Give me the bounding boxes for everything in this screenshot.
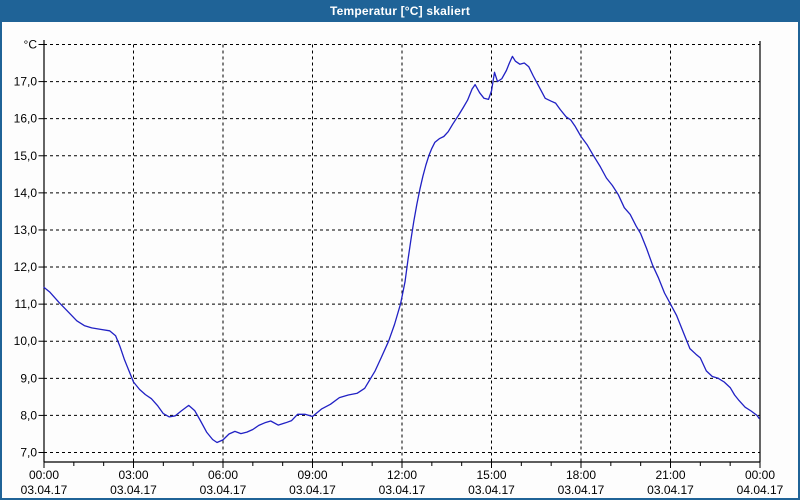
- x-tick-time-label: 06:00: [208, 468, 238, 482]
- y-tick-label: 16,0: [14, 112, 38, 126]
- y-tick-label: 8,0: [20, 408, 37, 422]
- x-tick-time-label: 15:00: [476, 468, 506, 482]
- y-tick-label: 9,0: [20, 371, 37, 385]
- y-tick-label: 7,0: [20, 446, 37, 460]
- x-tick-time-label: 21:00: [655, 468, 685, 482]
- y-tick-label: 17,0: [14, 75, 38, 89]
- x-tick-date-label: 03.04.17: [21, 483, 68, 497]
- x-tick-date-label: 03.04.17: [647, 483, 694, 497]
- axis-labels: 17,0 16,0 15,0 14,0 13,0 12,0 11,0 10,0 9,0 8,0 7,…: [14, 38, 784, 498]
- x-tick-date-label: 04.04.17: [737, 483, 784, 497]
- axis-ticks: [38, 44, 761, 468]
- x-tick-time-label: 00:00: [29, 468, 59, 482]
- y-tick-label: 15,0: [14, 149, 38, 163]
- x-tick-time-label: 18:00: [566, 468, 596, 482]
- x-tick-time-label: 03:00: [118, 468, 148, 482]
- gridlines: [44, 44, 760, 462]
- x-tick-date-label: 03.04.17: [379, 483, 426, 497]
- y-tick-label: 10,0: [14, 334, 38, 348]
- x-tick-time-label: 12:00: [387, 468, 417, 482]
- x-tick-time-label: 00:00: [745, 468, 775, 482]
- x-tick-date-label: 03.04.17: [468, 483, 515, 497]
- y-tick-label: 12,0: [14, 260, 38, 274]
- series: [43, 55, 760, 444]
- y-tick-label: 14,0: [14, 186, 38, 200]
- y-axis-unit-label: °C: [24, 38, 38, 52]
- x-tick-date-label: 03.04.17: [200, 483, 247, 497]
- y-tick-label: 13,0: [14, 223, 38, 237]
- window-title: Temperatur [°C] skaliert: [329, 4, 471, 18]
- x-tick-date-label: 03.04.17: [289, 483, 336, 497]
- x-tick-time-label: 09:00: [297, 468, 327, 482]
- x-tick-date-label: 03.04.17: [110, 483, 157, 497]
- x-tick-date-label: 03.04.17: [558, 483, 605, 497]
- temperature-chart: 17,0 16,0 15,0 14,0 13,0 12,0 11,0 10,0 9,0 8,0 7,…: [14, 38, 784, 498]
- window-titlebar[interactable]: Temperatur [°C] skaliert: [2, 0, 798, 22]
- y-tick-label: 11,0: [15, 297, 38, 311]
- temperature-series-line: [43, 55, 760, 444]
